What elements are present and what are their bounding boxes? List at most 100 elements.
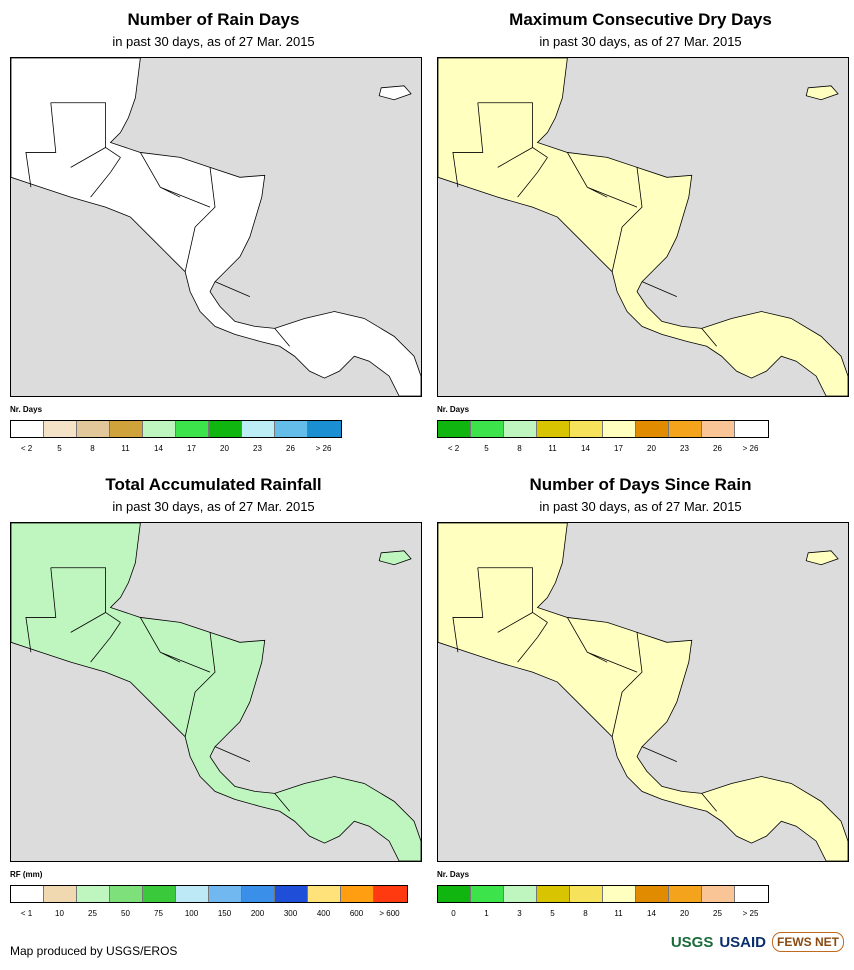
legend-label: 14	[581, 444, 590, 453]
legend-label: 26	[286, 444, 295, 453]
legend-label: 23	[253, 444, 262, 453]
legend-swatch	[471, 886, 504, 902]
legend-swatch	[603, 421, 636, 437]
legend-swatch	[308, 886, 341, 902]
legend-swatch	[603, 886, 636, 902]
legend-label: < 2	[447, 444, 460, 453]
legend-label: 75	[154, 909, 163, 918]
island-jamaica	[378, 550, 412, 566]
legend-label: 23	[680, 444, 689, 453]
legend-swatch	[504, 421, 537, 437]
legend-swatch	[77, 886, 110, 902]
legend-swatch	[77, 421, 110, 437]
legend-swatch	[735, 886, 768, 902]
land-mass	[11, 523, 421, 861]
borders	[452, 567, 717, 812]
footer-credit: Map produced by USGS/EROS	[10, 944, 178, 958]
legend-label: 20	[647, 444, 656, 453]
legend-swatch	[702, 421, 735, 437]
legend-swatch	[702, 886, 735, 902]
legend-swatch	[341, 886, 374, 902]
island-jamaica	[805, 85, 839, 101]
legend-labels: < 2 5 8 11 14 17 20 23 26 > 26	[437, 444, 777, 456]
usaid-logo: USAID	[719, 933, 766, 951]
legend-label: 11	[548, 444, 557, 453]
panel-dry-days: Maximum Consecutive Dry Days in past 30 …	[427, 0, 854, 465]
map-svg	[438, 58, 848, 396]
panel-subtitle: in past 30 days, as of 27 Mar. 2015	[539, 499, 742, 514]
map-svg	[438, 523, 848, 861]
legend-swatch	[110, 421, 143, 437]
legend-swatch	[735, 421, 768, 437]
legend-label: 3	[517, 909, 522, 918]
legend-swatch	[110, 886, 143, 902]
legend-swatch	[374, 886, 407, 902]
legend-swatch	[504, 886, 537, 902]
usgs-logo: USGS	[670, 933, 714, 951]
legend-label: 400	[316, 909, 331, 918]
legend-swatch	[636, 886, 669, 902]
legend-swatch	[11, 421, 44, 437]
legend-swatch	[11, 886, 44, 902]
panel-days-since-rain: Number of Days Since Rain in past 30 day…	[427, 465, 854, 930]
legend-swatch	[143, 421, 176, 437]
panel-subtitle: in past 30 days, as of 27 Mar. 2015	[112, 499, 315, 514]
legend-label: 17	[187, 444, 196, 453]
legend-label: 50	[121, 909, 130, 918]
legend-labels: 0 1 3 5 8 11 14 20 25 > 25	[437, 909, 777, 921]
legend-label: > 26	[315, 444, 332, 453]
legend-swatch	[570, 421, 603, 437]
map-days-since-rain	[437, 522, 849, 862]
legend-bar	[10, 885, 408, 903]
fews-net-logo: FEWS NET	[772, 932, 844, 952]
legend-swatch	[209, 886, 242, 902]
legend-label: 8	[583, 909, 588, 918]
legend-label: 600	[349, 909, 364, 918]
legend-label: 5	[484, 444, 489, 453]
legend-label: 20	[220, 444, 229, 453]
map-dry-days	[437, 57, 849, 397]
legend-title: Nr. Days	[437, 405, 470, 414]
legend-label: 100	[184, 909, 199, 918]
legend-swatch	[143, 886, 176, 902]
panel-title: Number of Days Since Rain	[529, 475, 752, 494]
legend-swatch	[537, 886, 570, 902]
legend-swatch	[242, 886, 275, 902]
legend-label: < 2	[20, 444, 33, 453]
legend-swatch	[669, 421, 702, 437]
legend-swatch	[669, 886, 702, 902]
legend-label: 10	[55, 909, 64, 918]
map-svg	[11, 58, 421, 396]
legend-title: Nr. Days	[10, 405, 43, 414]
legend-swatch	[471, 421, 504, 437]
legend-title: Nr. Days	[437, 870, 470, 879]
borders	[452, 102, 717, 347]
legend-label: 1	[484, 909, 489, 918]
land-mass	[11, 58, 421, 396]
legend-label: 200	[250, 909, 265, 918]
legend-label: 14	[154, 444, 163, 453]
panel-subtitle: in past 30 days, as of 27 Mar. 2015	[112, 34, 315, 49]
map-total-rainfall	[10, 522, 422, 862]
island-jamaica	[378, 85, 412, 101]
legend-label: > 26	[742, 444, 759, 453]
legend-label: 11	[614, 909, 623, 918]
legend-swatch	[275, 886, 308, 902]
legend-swatch	[308, 421, 341, 437]
panel-rain-days: Number of Rain Days in past 30 days, as …	[0, 0, 427, 465]
legend-label: 150	[217, 909, 232, 918]
legend-label: 300	[283, 909, 298, 918]
legend-bar	[437, 885, 769, 903]
panel-title: Maximum Consecutive Dry Days	[509, 10, 772, 29]
panel-total-rainfall: Total Accumulated Rainfall in past 30 da…	[0, 465, 427, 930]
map-svg	[11, 523, 421, 861]
legend-label: 8	[517, 444, 522, 453]
legend-swatch	[275, 421, 308, 437]
legend-bar	[437, 420, 769, 438]
legend-label: > 25	[742, 909, 759, 918]
borders	[25, 567, 290, 812]
legend-label: 14	[647, 909, 656, 918]
legend-label: > 600	[379, 909, 400, 918]
legend-labels: < 1 10 25 50 75 100 150 200 300 400 600 > 600	[10, 909, 400, 921]
island-jamaica	[805, 550, 839, 566]
